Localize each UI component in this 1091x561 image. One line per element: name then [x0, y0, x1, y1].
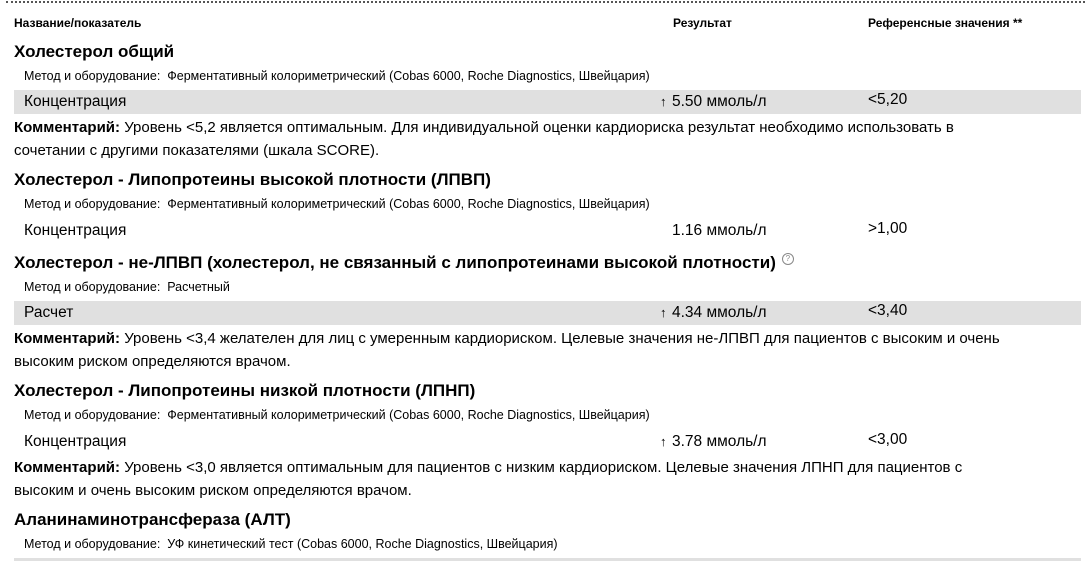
test-section: Холестерол - не-ЛПВП (холестерол, не свя… — [0, 251, 1091, 373]
comment-label: Комментарий: — [14, 459, 121, 476]
header-reference: Референсные значения ** — [868, 16, 1023, 30]
result-label: Концентрация — [24, 433, 127, 450]
test-section: Аланинаминотрансфераза (АЛТ) Метод и обо… — [0, 508, 1091, 561]
test-title: Холестерол - Липопротеины низкой плотнос… — [14, 381, 476, 400]
reference-value: >1,00 — [868, 220, 908, 237]
method-value: УФ кинетический тест (Cobas 6000, Roche … — [167, 537, 558, 551]
result-row: Концентрация ↑ 3.78 ммоль/л <3,00 — [14, 430, 1081, 454]
arrow-up-icon: ↑ — [660, 434, 667, 449]
reference-value: <3,40 — [868, 302, 908, 319]
result-label: Расчет — [24, 304, 74, 321]
arrow-up-icon: ↑ — [660, 94, 667, 109]
method-line: Метод и оборудование: Ферментативный кол… — [0, 192, 1091, 216]
test-section: Холестерол - Липопротеины низкой плотнос… — [0, 379, 1091, 502]
result-cell: ↑ 3.78 ммоль/л — [660, 430, 767, 454]
method-line: Метод и оборудование: Ферментативный кол… — [0, 403, 1091, 427]
test-title-text: Холестерол - не-ЛПВП (холестерол, не свя… — [14, 253, 776, 272]
result-row: Концентрация ↑ 5.50 ммоль/л <5,20 — [14, 90, 1081, 114]
method-label: Метод и оборудование: — [24, 69, 161, 83]
test-title: Аланинаминотрансфераза (АЛТ) — [14, 510, 291, 529]
method-label: Метод и оборудование: — [24, 537, 161, 551]
method-line: Метод и оборудование: УФ кинетический те… — [0, 532, 1091, 556]
arrow-up-icon: ↑ — [660, 305, 667, 320]
header-name: Название/показатель — [14, 16, 142, 30]
result-value: 5.50 ммоль/л — [672, 93, 767, 110]
result-cell: ↑ 5.50 ммоль/л — [660, 90, 767, 114]
result-label: Концентрация — [24, 93, 127, 110]
reference-value: <3,00 — [868, 431, 908, 448]
result-value: 3.78 ммоль/л — [672, 433, 767, 450]
comment-label: Комментарий: — [14, 330, 121, 347]
result-value: 4.34 ммоль/л — [672, 304, 767, 321]
method-value: Ферментативный колориметрический (Cobas … — [167, 69, 650, 83]
comment-text: Уровень <3,0 является оптимальным для па… — [14, 459, 963, 499]
result-cell: 1.16 ммоль/л — [660, 219, 767, 243]
method-label: Метод и оборудование: — [24, 280, 161, 294]
method-line: Метод и оборудование: Расчетный — [0, 275, 1091, 299]
comment-text: Уровень <5,2 является оптимальным. Для и… — [14, 119, 954, 159]
test-section: Холестерол - Липопротеины высокой плотно… — [0, 168, 1091, 243]
method-label: Метод и оборудование: — [24, 197, 161, 211]
result-row: Концентрация 1.16 ммоль/л >1,00 — [14, 219, 1081, 243]
result-label: Концентрация — [24, 222, 127, 239]
header-result: Результат — [673, 16, 732, 30]
reference-value: <5,20 — [868, 91, 908, 108]
test-title: Холестерол - не-ЛПВП (холестерол, не свя… — [0, 251, 1091, 275]
method-label: Метод и оборудование: — [24, 408, 161, 422]
method-value: Ферментативный колориметрический (Cobas … — [167, 197, 650, 211]
comment: Комментарий: Уровень <3,0 является оптим… — [0, 456, 1024, 502]
method-line: Метод и оборудование: Ферментативный кол… — [0, 64, 1091, 88]
result-cell: ↑ 4.34 ммоль/л — [660, 301, 767, 325]
comment: Комментарий: Уровень <3,4 желателен для … — [0, 327, 1024, 373]
result-row: Расчет ↑ 4.34 ммоль/л <3,40 — [14, 301, 1081, 325]
test-title: Холестерол - Липопротеины высокой плотно… — [14, 170, 491, 189]
comment: Комментарий: Уровень <5,2 является оптим… — [0, 116, 1024, 162]
dotted-divider — [6, 1, 1085, 3]
test-section: Холестерол общий Метод и оборудование: Ф… — [0, 40, 1091, 162]
method-value: Расчетный — [167, 280, 230, 294]
method-value: Ферментативный колориметрический (Cobas … — [167, 408, 650, 422]
comment-label: Комментарий: — [14, 119, 121, 136]
help-icon[interactable]: ? — [781, 253, 794, 265]
table-header: Название/показатель Результат Референсны… — [14, 16, 1091, 34]
test-title: Холестерол общий — [14, 42, 175, 61]
comment-text: Уровень <3,4 желателен для лиц с умеренн… — [14, 330, 1000, 370]
result-value: 1.16 ммоль/л — [672, 222, 767, 239]
